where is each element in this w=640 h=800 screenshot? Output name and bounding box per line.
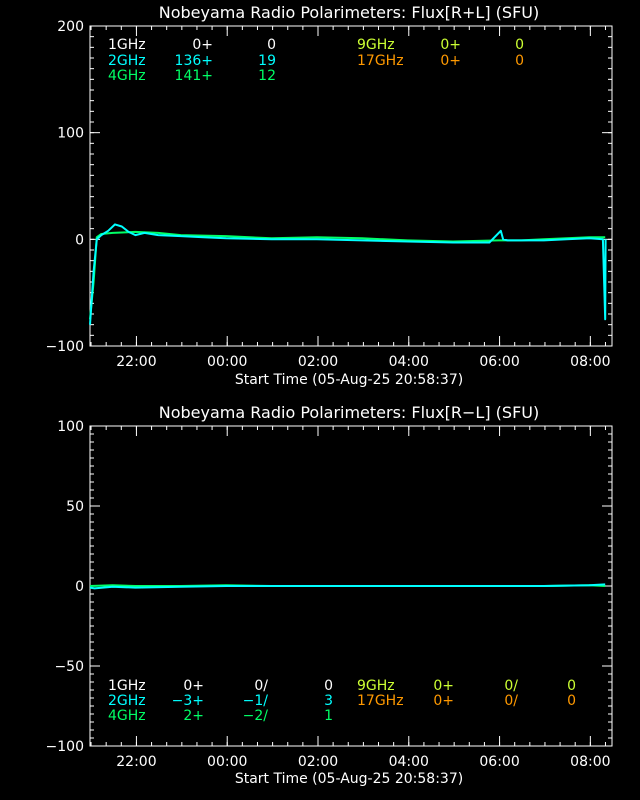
chart2-legend-9ghz-value: 0/ xyxy=(504,678,518,694)
chart2-legend-2ghz-value: −1/ xyxy=(243,693,269,709)
chart1-x-tick-label: 06:00 xyxy=(479,354,519,370)
chart2-legend-17ghz-value: 0/ xyxy=(504,693,518,709)
chart1-y-tick-label: −100 xyxy=(46,339,84,355)
chart1-legend-2ghz-value: 136+ xyxy=(175,53,213,69)
chart1-legend-4ghz-label: 4GHz xyxy=(108,68,146,84)
chart1-legend-17ghz-value: 0+ xyxy=(440,53,461,69)
chart1-legend-1ghz-value: 0 xyxy=(267,37,276,53)
chart1-legend-1ghz-value: 0+ xyxy=(192,37,213,53)
chart1-legend-4ghz-value: 141+ xyxy=(175,68,213,84)
chart2-legend-1ghz-label: 1GHz xyxy=(108,678,146,694)
chart2-legend-4ghz-value: −2/ xyxy=(243,708,269,724)
chart2-x-tick-label: 08:00 xyxy=(570,754,610,770)
chart1-legend-9ghz-value: 0+ xyxy=(440,37,461,53)
chart2-legend-9ghz-value: 0 xyxy=(567,678,576,694)
chart1-y-tick-label: 0 xyxy=(75,232,84,248)
chart2-legend-1ghz-value: 0+ xyxy=(183,678,204,694)
chart2-legend-4ghz-label: 4GHz xyxy=(108,708,146,724)
chart1-x-tick-label: 22:00 xyxy=(116,354,156,370)
chart2-x-tick-label: 22:00 xyxy=(116,754,156,770)
chart1-plot-frame xyxy=(89,25,613,347)
chart1-legend-17ghz-label: 17GHz xyxy=(357,53,404,69)
chart1-legend-2ghz-label: 2GHz xyxy=(108,53,146,69)
chart2-x-tick-label: 04:00 xyxy=(389,754,429,770)
chart1-x-axis-label: Start Time (05-Aug-25 20:58:37) xyxy=(235,372,463,388)
chart1-series-2ghz xyxy=(89,223,607,325)
chart2-legend-4ghz-value: 2+ xyxy=(183,708,204,724)
chart2-x-tick-label: 06:00 xyxy=(479,754,519,770)
chart1-series-4ghz xyxy=(89,230,606,320)
chart2-y-tick-label: 50 xyxy=(66,499,84,515)
chart2-title: Nobeyama Radio Polarimeters: Flux[R−L] (… xyxy=(159,403,539,422)
chart1-y-tick-label: 100 xyxy=(57,126,84,142)
chart2-legend-1ghz-value: 0/ xyxy=(254,678,268,694)
chart2-legend-4ghz-value: 1 xyxy=(324,708,333,724)
chart1-legend-4ghz-value: 12 xyxy=(258,68,276,84)
chart2-legend-9ghz-value: 0+ xyxy=(433,678,454,694)
chart2-legend-2ghz-value: −3+ xyxy=(172,693,204,709)
chart2-y-tick-label: −100 xyxy=(46,739,84,755)
chart2-y-tick-label: 100 xyxy=(57,419,84,435)
chart1-legend-2ghz-value: 19 xyxy=(258,53,276,69)
chart1-legend-9ghz-value: 0 xyxy=(515,37,524,53)
chart2-x-tick-label: 02:00 xyxy=(298,754,338,770)
chart2-x-tick-label: 00:00 xyxy=(207,754,247,770)
chart2-legend-17ghz-value: 0+ xyxy=(433,693,454,709)
chart1-y-tick-label: 200 xyxy=(57,19,84,35)
chart1-title: Nobeyama Radio Polarimeters: Flux[R+L] (… xyxy=(159,3,539,22)
chart2-y-tick-label: 0 xyxy=(75,579,84,595)
chart1-x-tick-label: 00:00 xyxy=(207,354,247,370)
chart2-series-2ghz xyxy=(89,583,606,590)
chart1-x-tick-label: 08:00 xyxy=(570,354,610,370)
chart2-x-axis-label: Start Time (05-Aug-25 20:58:37) xyxy=(235,771,463,787)
chart2-legend-2ghz-value: 3 xyxy=(324,693,333,709)
chart1-x-tick-label: 04:00 xyxy=(389,354,429,370)
chart2-legend-9ghz-label: 9GHz xyxy=(357,678,395,694)
chart1-x-tick-label: 02:00 xyxy=(298,354,338,370)
chart2-y-tick-label: −50 xyxy=(54,659,84,675)
chart2-legend-1ghz-value: 0 xyxy=(324,678,333,694)
chart2-legend-2ghz-label: 2GHz xyxy=(108,693,146,709)
chart1-legend-1ghz-label: 1GHz xyxy=(108,37,146,53)
chart2-legend-17ghz-value: 0 xyxy=(567,693,576,709)
chart1-legend-17ghz-value: 0 xyxy=(515,53,524,69)
chart2-legend-17ghz-label: 17GHz xyxy=(357,693,404,709)
chart1-legend-9ghz-label: 9GHz xyxy=(357,37,395,53)
